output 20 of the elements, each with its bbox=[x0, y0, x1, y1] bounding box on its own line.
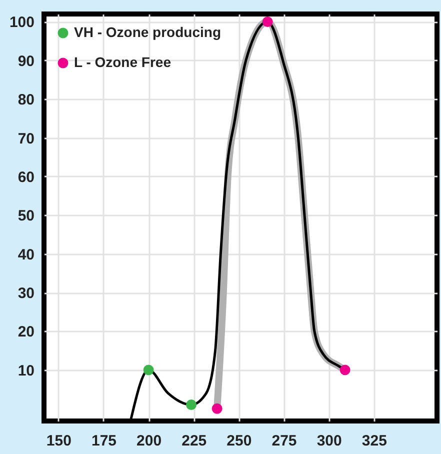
x-tick-label: 300 bbox=[316, 432, 342, 450]
y-tick-label: 40 bbox=[18, 246, 34, 264]
y-tick-label: 10 bbox=[18, 362, 34, 380]
y-tick-label: 90 bbox=[18, 52, 34, 70]
x-tick-label: 175 bbox=[91, 432, 117, 450]
x-tick-label: 275 bbox=[272, 432, 297, 450]
y-tick-label: 60 bbox=[18, 168, 34, 186]
y-tick-label: 70 bbox=[18, 130, 34, 148]
y-tick-label: 30 bbox=[18, 285, 34, 302]
x-tick-label: 200 bbox=[136, 432, 162, 450]
y-tick-label: 100 bbox=[9, 14, 34, 32]
y-tick-label: 80 bbox=[18, 92, 34, 109]
x-tick-label: 250 bbox=[226, 432, 252, 450]
y-tick-label: 20 bbox=[18, 324, 34, 341]
x-tick-label: 150 bbox=[46, 432, 72, 450]
x-tick-label: 325 bbox=[362, 432, 387, 450]
legend-label: L - Ozone Free bbox=[74, 54, 172, 70]
y-tick-label: 50 bbox=[18, 208, 34, 225]
legend-label: VH - Ozone producing bbox=[74, 24, 221, 40]
x-tick-label: 225 bbox=[182, 432, 207, 450]
